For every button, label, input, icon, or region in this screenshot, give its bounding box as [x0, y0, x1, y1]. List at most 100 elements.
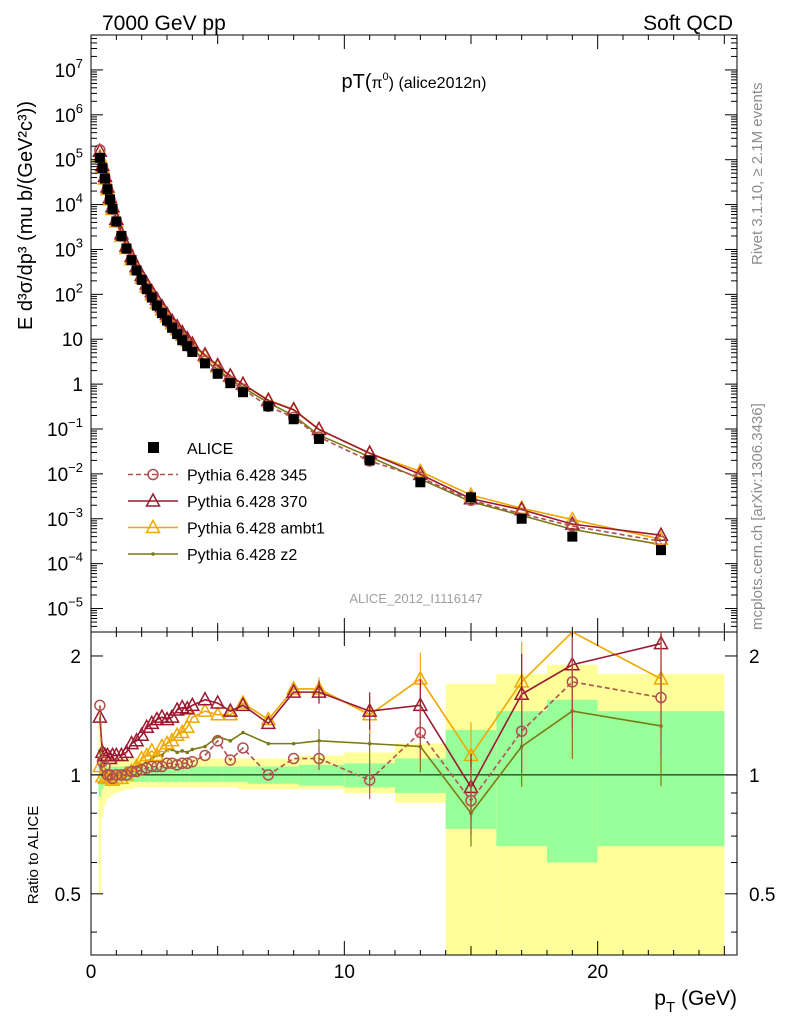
ratio-point-2 — [169, 701, 185, 716]
ratio-point-2 — [285, 683, 302, 698]
alice-point — [364, 455, 375, 466]
alice-point — [136, 274, 147, 285]
series-point-1 — [566, 520, 579, 532]
alice-point — [111, 216, 122, 227]
ratio-point-2 — [222, 702, 239, 717]
ratio-point-2 — [184, 696, 201, 712]
ratio-point-1 — [465, 795, 477, 807]
alice-point — [121, 243, 132, 254]
ratio-point-3 — [197, 702, 213, 717]
green-band — [159, 766, 165, 782]
alice-point — [314, 433, 324, 444]
y-tick-label: 102 — [55, 280, 83, 306]
y-tick-label: 103 — [55, 235, 83, 261]
ratio-point-4 — [266, 741, 271, 746]
alice-point — [162, 315, 172, 326]
ratio-point-4 — [291, 741, 296, 746]
ratio-point-1 — [363, 774, 376, 786]
ratio-point-1 — [566, 676, 579, 688]
ratio-point-2 — [102, 749, 118, 765]
alice-point — [167, 322, 178, 333]
ratio-point-1 — [262, 769, 275, 781]
alice-point — [238, 387, 248, 398]
ratio-frame-box — [90, 631, 738, 956]
series-point-3 — [412, 462, 429, 478]
green-band — [164, 766, 170, 782]
y-axis-title: E d³σ/dp³ (mu b/(GeV²c³)) — [15, 101, 37, 330]
mcplots-text: mcplots.cern.ch [arXiv:1306.3436] — [749, 403, 766, 630]
green-band — [222, 766, 238, 782]
x-axis-title: pT (GeV) — [654, 987, 737, 1016]
x-tick-label: 20 — [587, 962, 608, 983]
green-band — [169, 766, 175, 782]
ratio-point-4 — [317, 738, 321, 743]
ratio-point-1 — [237, 742, 249, 754]
ratio-point-2 — [149, 711, 165, 726]
alice-point — [187, 346, 198, 357]
header-right: Soft QCD — [643, 12, 733, 35]
alice-point — [182, 341, 193, 352]
alice-point — [107, 203, 118, 214]
green-band — [144, 766, 150, 782]
ratio-point-1 — [104, 769, 116, 781]
ratio-uncertainty-bands — [98, 664, 725, 955]
main-series — [92, 142, 669, 556]
alice-point — [415, 477, 426, 488]
ratio-y-tick-label-left: 0.5 — [55, 885, 81, 906]
ratio-point-3 — [285, 680, 302, 695]
alice-point — [466, 492, 476, 503]
ratio-point-4 — [241, 730, 245, 735]
ratio-line-2 — [99, 642, 662, 789]
ratio-point-1 — [211, 735, 224, 747]
ratio-point-2 — [197, 691, 213, 706]
axis-labels: 10−510−410−310−210−111010210310410510610… — [15, 56, 775, 1016]
ratio-point-3 — [92, 757, 108, 773]
legend-label: ALICE — [187, 441, 233, 458]
axis-ticks — [90, 34, 737, 955]
green-band — [184, 766, 190, 782]
alice-point — [102, 184, 113, 195]
green-band — [98, 755, 102, 797]
ratio-point-1 — [414, 726, 427, 739]
ratio-point-3 — [222, 706, 239, 721]
ratio-point-1 — [151, 760, 163, 773]
ratio-point-3 — [169, 726, 185, 741]
legend-label: Pythia 6.428 z2 — [187, 547, 297, 564]
legend-marker-alice — [148, 442, 159, 453]
ratio-point-3 — [138, 746, 155, 762]
green-band — [179, 766, 185, 782]
alice-point — [151, 300, 162, 311]
ratio-point-2 — [118, 743, 135, 759]
ratio-point-3 — [209, 706, 226, 721]
ratio-point-3 — [144, 742, 160, 757]
ratio-point-2 — [209, 694, 226, 709]
ratio-point-3 — [133, 749, 150, 765]
y-tick-label: 107 — [55, 56, 83, 82]
alice-point — [177, 335, 188, 346]
y-tick-label: 10−4 — [47, 550, 83, 576]
green-band — [197, 766, 213, 782]
green-band — [149, 766, 155, 782]
y-tick-label: 106 — [55, 101, 83, 127]
ratio-point-4 — [203, 744, 207, 749]
alice-point — [263, 401, 274, 412]
y-tick-label: 105 — [55, 146, 83, 172]
rivet-version-text: Rivet 3.1.10, ≥ 2.1M events — [749, 83, 766, 266]
analysis-watermark: ALICE_2012_I1116147 — [349, 591, 482, 606]
alice-point — [126, 255, 137, 266]
y-tick-label: 10 — [62, 330, 83, 351]
alice-point — [116, 230, 127, 241]
alice-point — [288, 414, 299, 425]
ratio-point-3 — [235, 694, 251, 709]
ratio-point-1 — [186, 755, 199, 768]
ratio-point-4 — [175, 750, 179, 755]
alice-point — [212, 368, 223, 379]
ratio-point-1 — [224, 754, 237, 766]
alice-point — [146, 292, 157, 303]
ratio-y-tick-label-right: 2 — [749, 647, 760, 668]
legend-marker — [145, 492, 161, 507]
ratio-point-4 — [185, 750, 190, 755]
ratio-point-3 — [179, 718, 196, 734]
ratio-y-tick-label-right: 0.5 — [749, 885, 775, 906]
green-band — [237, 766, 249, 782]
